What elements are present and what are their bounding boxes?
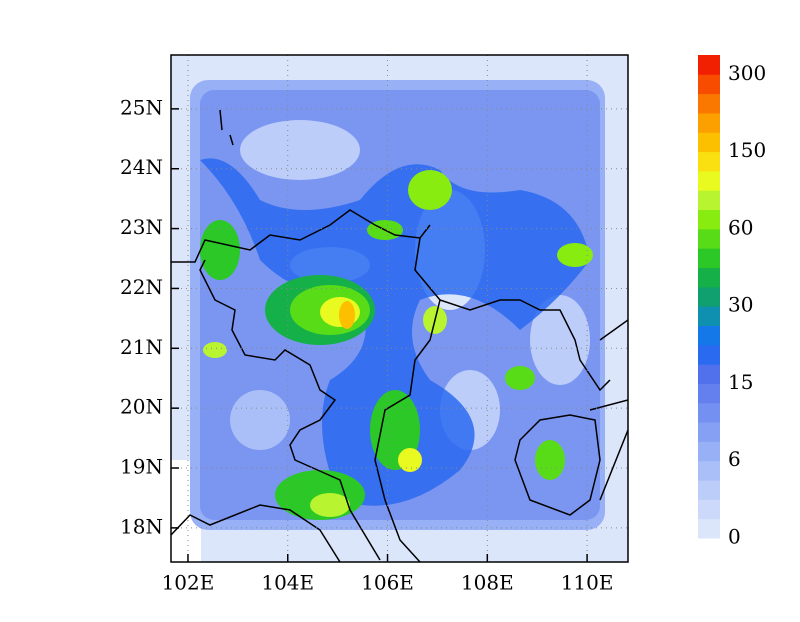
colorbar-label: 0 <box>728 525 741 549</box>
colorbar-box <box>698 55 720 75</box>
colorbar-box <box>698 499 720 520</box>
colorbar-label: 6 <box>728 447 741 471</box>
grid <box>171 55 628 562</box>
colorbar-box <box>698 460 720 481</box>
colorbar-box <box>698 402 720 423</box>
ticks: 102E 104E 106E 108E 110E 18N 19N 20N 21N 22N 23N 24… <box>120 95 613 594</box>
colorbar-box <box>698 74 720 95</box>
colorbar-box <box>698 383 720 404</box>
colorbar-box <box>698 325 720 346</box>
colorbar-box <box>698 286 720 307</box>
colorbar-box <box>698 344 720 365</box>
x-tick-label: 108E <box>461 571 514 595</box>
colorbar-box <box>698 112 720 133</box>
colorbar-box <box>698 480 720 500</box>
x-tick-label: 104E <box>261 571 314 595</box>
precip-field <box>171 55 628 562</box>
colorbar-box <box>698 209 720 230</box>
y-tick-label: 23N <box>120 215 163 239</box>
y-tick-label: 24N <box>120 155 163 179</box>
colorbar-box <box>698 93 720 114</box>
y-tick-label: 19N <box>120 455 163 479</box>
colorbar-box <box>698 248 720 269</box>
colorbar-box <box>698 190 720 211</box>
x-tick-label: 106E <box>361 571 414 595</box>
x-tick-label: 102E <box>162 571 215 595</box>
colorbar-box <box>698 170 720 191</box>
colorbar-box <box>698 151 720 172</box>
colorbar-box <box>698 441 720 462</box>
y-tick-label: 25N <box>120 95 163 119</box>
colorbar: 0 6 15 30 60 150 300 <box>698 55 766 549</box>
y-tick-label: 20N <box>120 395 163 419</box>
y-tick-label: 18N <box>120 514 163 538</box>
colorbar-box <box>698 364 720 384</box>
x-tick-label: 110E <box>561 571 614 595</box>
colorbar-label: 15 <box>728 370 753 394</box>
colorbar-box <box>698 306 720 326</box>
colorbar-box <box>698 518 720 539</box>
colorbar-label: 150 <box>728 138 766 162</box>
colorbar-label: 60 <box>728 215 753 239</box>
colorbar-box <box>698 422 720 442</box>
y-tick-label: 21N <box>120 335 163 359</box>
colorbar-box <box>698 132 720 153</box>
colorbar-label: 30 <box>728 293 753 317</box>
coastlines <box>171 109 628 562</box>
colorbar-label: 300 <box>728 61 766 85</box>
colorbar-box <box>698 267 720 288</box>
colorbar-box <box>698 228 720 249</box>
y-tick-label: 22N <box>120 275 163 299</box>
map-frame <box>170 54 629 563</box>
